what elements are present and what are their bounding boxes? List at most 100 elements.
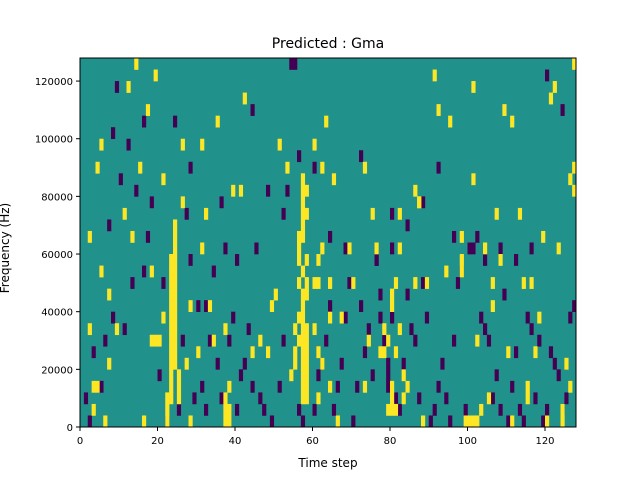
heatmap-cell-high xyxy=(238,184,244,197)
heatmap-cell-high xyxy=(393,346,399,359)
x-axis: 0 20 40 60 80 100 120 xyxy=(77,427,555,447)
heatmap-cell-high xyxy=(393,403,399,416)
heatmap-cell-high xyxy=(471,81,476,93)
heatmap-cell-high xyxy=(517,207,523,220)
heatmap-cell-high xyxy=(390,403,395,416)
heatmap-cell-high xyxy=(134,58,139,70)
heatmap-cell-low xyxy=(312,161,317,174)
heatmap-cell-high xyxy=(304,323,309,336)
heatmap-cell-high xyxy=(269,300,275,312)
heatmap-cell-low xyxy=(436,161,441,174)
heatmap-cell-low xyxy=(285,184,290,197)
heatmap-cell-high xyxy=(475,415,480,428)
heatmap-cell-low xyxy=(235,254,240,266)
heatmap-cell-high xyxy=(223,323,228,336)
heatmap-cell-low xyxy=(114,81,120,93)
heatmap-cell-low xyxy=(343,311,348,324)
heatmap-cell-high xyxy=(316,392,321,405)
heatmap-cell-high xyxy=(297,311,302,324)
heatmap-cell-low xyxy=(545,403,550,416)
heatmap-cell-low xyxy=(498,403,503,416)
heatmap-cell-high xyxy=(331,173,337,186)
heatmap-cell-high xyxy=(328,380,333,393)
heatmap-cell-high xyxy=(300,380,306,393)
heatmap-cell-low xyxy=(548,346,554,359)
heatmap-cell-high xyxy=(293,357,298,370)
heatmap-cell-high xyxy=(173,357,178,370)
heatmap-cell-high xyxy=(300,369,306,382)
heatmap-cell-high xyxy=(382,346,387,359)
heatmap-cell-high xyxy=(289,369,294,382)
x-tick-label: 100 xyxy=(458,436,477,447)
heatmap-cell-low xyxy=(529,242,534,255)
heatmap-cell-high xyxy=(126,81,131,93)
heatmap-cell-low xyxy=(560,104,565,116)
heatmap-cell-low xyxy=(328,230,333,243)
chart-title: Predicted : Gma xyxy=(272,36,384,52)
heatmap-cell-low xyxy=(386,357,391,370)
heatmap-cell-high xyxy=(95,380,100,393)
heatmap-cell-high xyxy=(242,92,247,105)
heatmap-cell-high xyxy=(335,415,340,428)
heatmap-cell-low xyxy=(157,369,162,382)
heatmap-cell-low xyxy=(479,311,484,324)
heatmap-cell-high xyxy=(227,380,232,393)
heatmap-cell-high xyxy=(297,230,302,243)
heatmap-cell-high xyxy=(421,415,426,428)
heatmap-cell-high xyxy=(390,300,395,312)
heatmap-cell-low xyxy=(246,323,251,336)
heatmap-cell-high xyxy=(374,242,379,255)
heatmap-cell-low xyxy=(227,334,232,347)
heatmap-cell-high xyxy=(525,380,530,393)
heatmap-cell-low xyxy=(390,207,395,220)
heatmap-cell-high xyxy=(521,277,526,289)
heatmap-cell-high xyxy=(180,196,185,209)
heatmap-cell-low xyxy=(297,403,302,416)
heatmap-cell-low xyxy=(196,300,201,312)
heatmap-cell-high xyxy=(173,254,178,266)
heatmap-cell-high xyxy=(312,323,317,336)
heatmap-cell-low xyxy=(343,242,348,255)
heatmap-cell-high xyxy=(184,357,189,370)
heatmap-cell-low xyxy=(335,380,340,393)
heatmap-cell-high xyxy=(176,380,182,393)
heatmap-cell-high xyxy=(494,207,499,220)
heatmap-cell-low xyxy=(533,392,538,405)
heatmap-cell-low xyxy=(432,403,437,416)
heatmap-cell-high xyxy=(169,357,174,370)
heatmap-cell-high xyxy=(87,230,92,243)
heatmap-cell-high xyxy=(165,403,170,416)
heatmap-cell-high xyxy=(397,323,402,336)
heatmap-cell-high xyxy=(304,392,309,405)
heatmap-cell-high xyxy=(169,311,174,324)
heatmap-cell-low xyxy=(572,300,577,312)
heatmap-cell-high xyxy=(176,392,182,405)
heatmap-cell-low xyxy=(444,392,449,405)
heatmap-cell-low xyxy=(568,311,573,324)
heatmap-cell-high xyxy=(459,230,464,243)
heatmap-cell-high xyxy=(347,242,352,255)
heatmap-cell-low xyxy=(521,415,526,428)
heatmap-cell-high xyxy=(475,334,480,347)
heatmap-cell-high xyxy=(533,346,538,359)
heatmap-cell-high xyxy=(223,415,228,428)
heatmap-cell-low xyxy=(188,161,193,174)
heatmap-cell-high xyxy=(173,288,178,301)
heatmap-cell-high xyxy=(405,380,410,393)
heatmap-cell-high xyxy=(266,346,271,359)
heatmap-cell-low xyxy=(219,392,224,405)
heatmap-cell-high xyxy=(169,300,174,312)
heatmap-cell-high xyxy=(304,346,309,359)
x-tick-label: 120 xyxy=(535,436,554,447)
x-tick-label: 20 xyxy=(151,436,164,447)
heatmap-cell-high xyxy=(463,415,468,428)
heatmap-cell-low xyxy=(262,403,267,416)
heatmap-cell-low xyxy=(514,254,519,266)
heatmap-cell-low xyxy=(502,288,507,301)
heatmap-cell-low xyxy=(428,415,433,428)
heatmap-cell-low xyxy=(556,369,561,382)
heatmap-cell-high xyxy=(413,184,418,197)
heatmap-cell-high xyxy=(304,207,309,220)
heatmap-cell-high xyxy=(99,138,104,151)
heatmap-cell-high xyxy=(320,357,325,370)
